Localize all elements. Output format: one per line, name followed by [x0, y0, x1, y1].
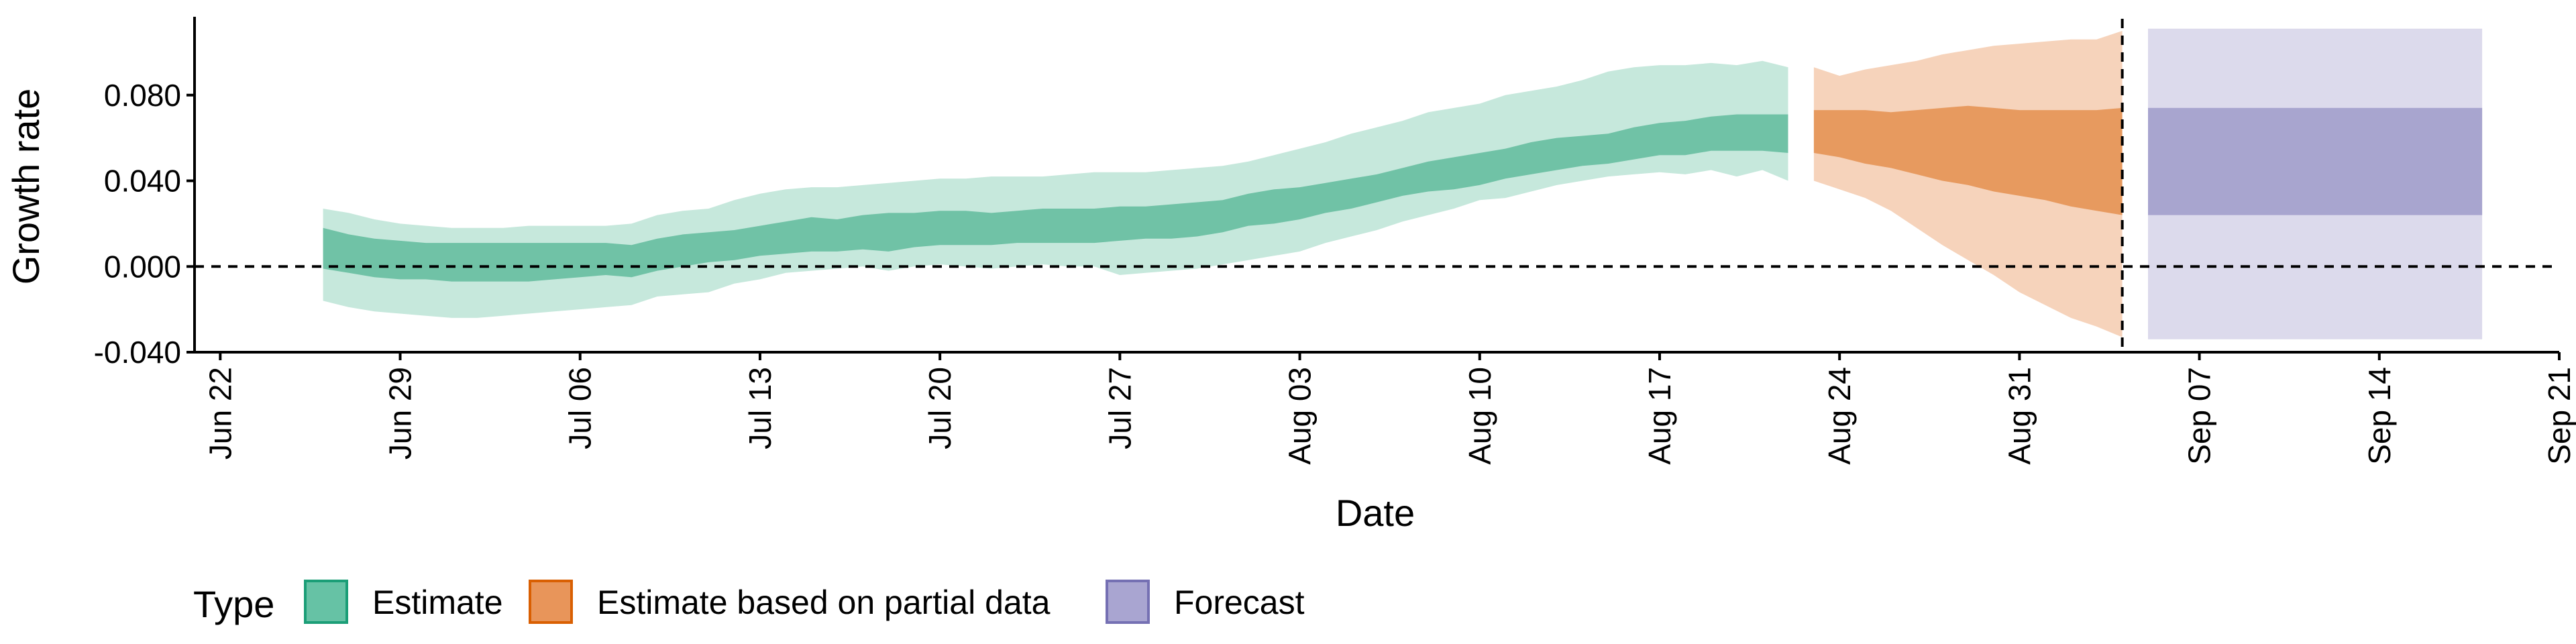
- legend-entry-forecast: Forecast: [1106, 580, 1305, 624]
- y-axis-title: Growth rate: [5, 89, 47, 285]
- x-tick-label: Aug 24: [1822, 367, 1857, 465]
- y-tick-label: 0.080: [104, 78, 181, 113]
- x-tick-label: Aug 03: [1283, 367, 1318, 465]
- legend-entry-estimate-based-on-partial-data: Estimate based on partial data: [529, 580, 1051, 624]
- legend-swatch: [1106, 580, 1150, 624]
- legend-label: Forecast: [1174, 584, 1305, 621]
- x-tick-label: Sep 21: [2542, 367, 2576, 465]
- series-layer: [323, 28, 2483, 339]
- x-tick-label: Jun 22: [203, 367, 237, 460]
- legend-swatch: [304, 580, 348, 624]
- series-forecast: [2148, 28, 2483, 339]
- x-tick-label: Jul 20: [922, 367, 957, 449]
- estimate-inner-ribbon: [323, 114, 1788, 282]
- x-tick-label: Sep 07: [2182, 367, 2217, 465]
- legend-swatch: [529, 580, 573, 624]
- x-tick-label: Jul 06: [563, 367, 598, 449]
- estimate-based-on-partial-data-inner-ribbon: [1813, 105, 2123, 215]
- legend-entry-estimate: Estimate: [304, 580, 503, 624]
- legend-title: Type: [193, 583, 274, 625]
- legend-entries: Estimate Estimate based on partial data Fo…: [304, 580, 1305, 624]
- x-tick-label: Aug 31: [2002, 367, 2037, 465]
- series-estimate-based-on-partial-data: [1813, 31, 2123, 337]
- x-tick-label: Jul 13: [743, 367, 777, 449]
- series-estimate: [323, 60, 1788, 318]
- reference-lines: [195, 19, 2559, 352]
- y-tick-label: 0.040: [104, 164, 181, 199]
- axes: -0.040 0.000 0.040 0.080 Jun 22 Jun 29 Jul 06 J…: [94, 17, 2576, 465]
- legend-label: Estimate: [372, 584, 503, 621]
- x-axis-title: Date: [1336, 492, 1415, 534]
- x-tick-label: Sep 14: [2362, 367, 2397, 465]
- x-tick-label: Jul 27: [1102, 367, 1137, 449]
- legend: Type Estimate Estimate based on partial d…: [193, 580, 1305, 625]
- x-tick-label: Jun 29: [383, 367, 418, 460]
- x-tick-label: Aug 17: [1642, 367, 1677, 465]
- legend-label: Estimate based on partial data: [597, 584, 1051, 621]
- y-tick-label: 0.000: [104, 249, 181, 284]
- y-tick-label: -0.040: [94, 335, 181, 370]
- forecast-inner-ribbon: [2148, 107, 2483, 215]
- x-tick-label: Aug 10: [1462, 367, 1497, 465]
